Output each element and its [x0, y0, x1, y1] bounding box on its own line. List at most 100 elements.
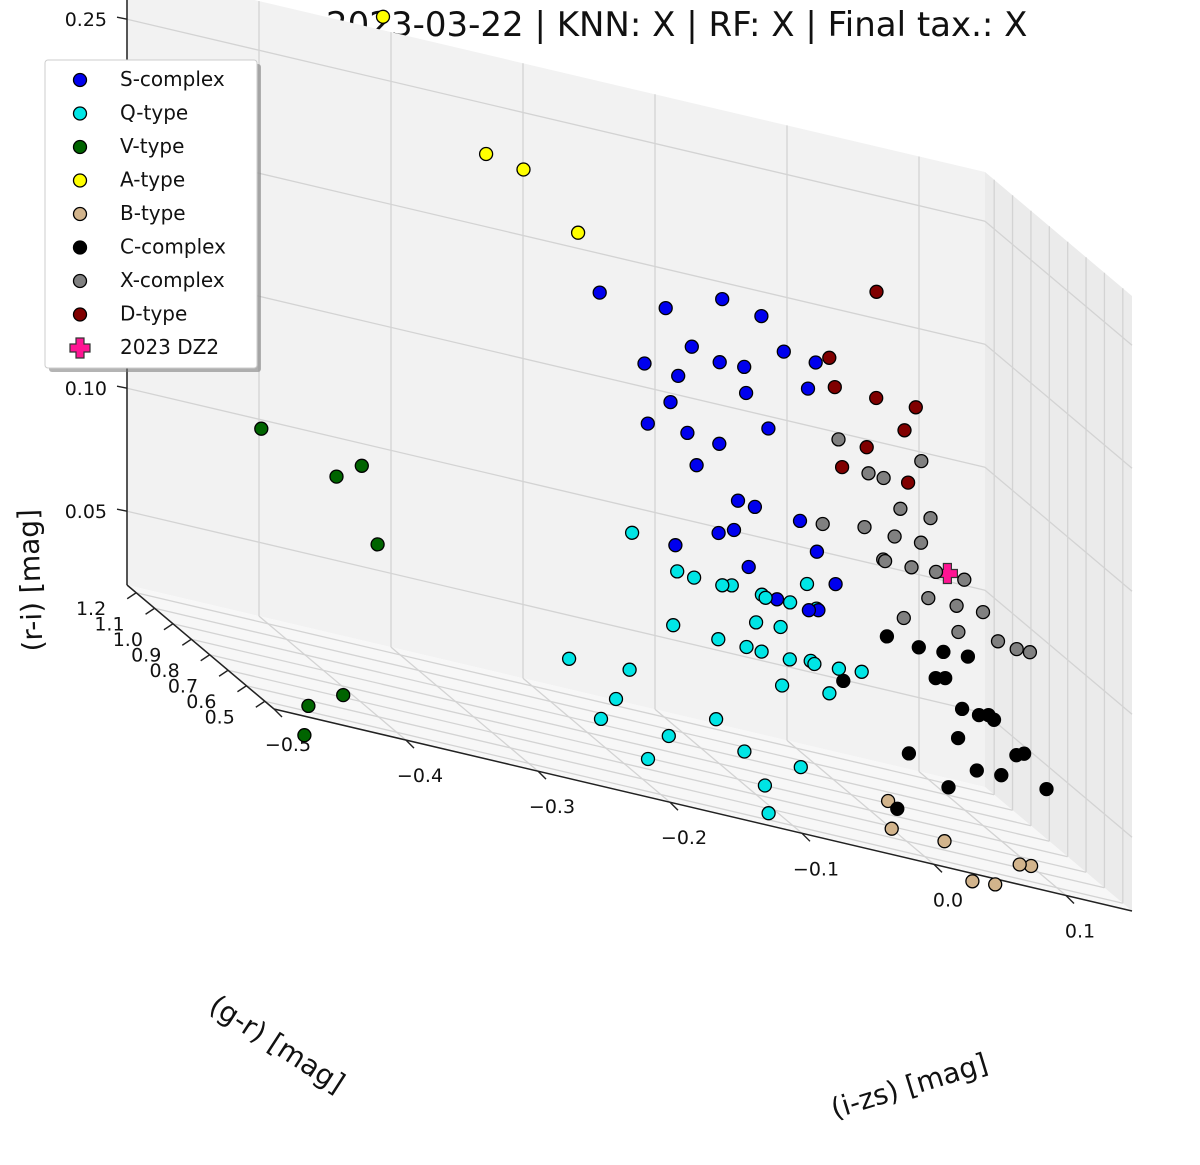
data-point	[773, 619, 788, 635]
data-point	[928, 670, 943, 686]
data-point	[904, 560, 919, 575]
data-point	[986, 712, 1002, 727]
tick-labels: −0.5−0.4−0.3−0.2−0.10.00.10.50.60.70.80.…	[65, 9, 1095, 942]
data-point	[792, 513, 808, 529]
data-point	[776, 344, 791, 359]
y-tick-label: 0.6	[186, 691, 216, 713]
z-tick-label: 0.10	[65, 378, 107, 400]
data-point	[936, 644, 951, 660]
data-point	[928, 564, 944, 580]
gridline-z	[984, 712, 1133, 838]
y-tick-label: 1.1	[94, 613, 124, 635]
data-point	[857, 519, 872, 535]
data-point	[950, 730, 966, 746]
data-point	[890, 801, 905, 816]
data-point	[726, 522, 742, 538]
data-point	[859, 440, 874, 455]
data-point	[375, 9, 391, 24]
z-tick-mark	[116, 385, 128, 389]
gridline-x	[258, 615, 407, 741]
data-point	[975, 604, 991, 620]
x-tick-label: −0.2	[661, 827, 707, 849]
legend-label: V-type	[120, 134, 184, 158]
data-point	[711, 525, 726, 541]
data-point	[828, 576, 843, 592]
y-tick-label: 1.2	[76, 598, 106, 620]
data-point	[668, 538, 683, 553]
legend-label: A-type	[120, 168, 185, 192]
data-point	[747, 499, 763, 515]
gridlines	[126, 0, 1133, 904]
legend-label: S-complex	[120, 67, 225, 91]
side-pane	[985, 172, 1132, 911]
legend-label: Q-type	[120, 101, 188, 125]
gridline-z	[126, 18, 986, 222]
data-point	[670, 564, 685, 579]
x-axis-label: (i-zs) [mag]	[827, 1046, 992, 1125]
gridline-x	[654, 708, 803, 834]
data-point	[782, 652, 797, 667]
data-point	[711, 632, 726, 647]
data-point	[869, 284, 884, 299]
y-tick-mark	[163, 623, 174, 631]
data-point	[570, 225, 586, 240]
data-point	[801, 603, 817, 618]
data-point	[869, 390, 884, 406]
gridline-y	[136, 592, 995, 796]
legend: S-complex Q-type V-type A-type B-type C-compl…	[44, 59, 261, 372]
data-point	[336, 687, 351, 703]
data-point	[988, 877, 1003, 892]
data-point	[914, 453, 929, 469]
data-point	[739, 639, 754, 655]
data-point	[516, 162, 531, 177]
data-point	[708, 712, 724, 727]
data-point	[671, 368, 686, 384]
data-point	[624, 525, 640, 540]
z-axis-label: (r-i) [mag]	[12, 509, 50, 652]
x-tick-mark	[537, 770, 547, 780]
legend-marker	[72, 106, 88, 121]
gridline-z	[126, 141, 986, 345]
legend-marker	[72, 206, 88, 222]
y-tick-mark	[126, 592, 137, 600]
gridline-x	[390, 646, 539, 772]
floor-pane	[127, 585, 1132, 911]
data-point	[971, 707, 987, 723]
data-point	[297, 728, 312, 743]
x-tick-mark	[801, 832, 811, 842]
data-point	[831, 661, 847, 676]
data-point	[730, 493, 746, 508]
y-tick-label: 1.0	[113, 629, 143, 651]
data-point	[793, 759, 808, 775]
legend-label: X-complex	[120, 268, 225, 292]
gridline-y	[209, 654, 1068, 858]
gridline-y	[264, 700, 1123, 904]
data-point	[951, 624, 966, 640]
data-point	[658, 300, 673, 316]
data-point	[941, 780, 956, 795]
gridline-y	[191, 638, 1050, 842]
data-point	[822, 350, 837, 365]
x-tick-mark	[1065, 894, 1075, 904]
data-point	[807, 656, 822, 672]
legend-box	[44, 59, 258, 369]
data-point	[861, 466, 876, 481]
legend-label: D-type	[120, 302, 187, 326]
data-point	[1009, 748, 1024, 763]
data-point	[622, 662, 637, 677]
data-point	[689, 458, 704, 473]
data-point	[834, 459, 850, 475]
data-point	[815, 516, 830, 532]
gridline-z	[984, 343, 1133, 469]
gridline-y	[246, 685, 1105, 889]
data-point	[960, 649, 976, 664]
gridline-x	[522, 677, 671, 803]
y-tick-mark	[218, 669, 229, 677]
data-point	[908, 400, 923, 415]
x-axis-line	[273, 708, 1133, 912]
data-point	[712, 355, 727, 370]
legend-marker	[72, 139, 88, 155]
data-point	[748, 615, 764, 630]
data-point	[921, 590, 936, 606]
z-tick-label: 0.05	[65, 501, 107, 523]
